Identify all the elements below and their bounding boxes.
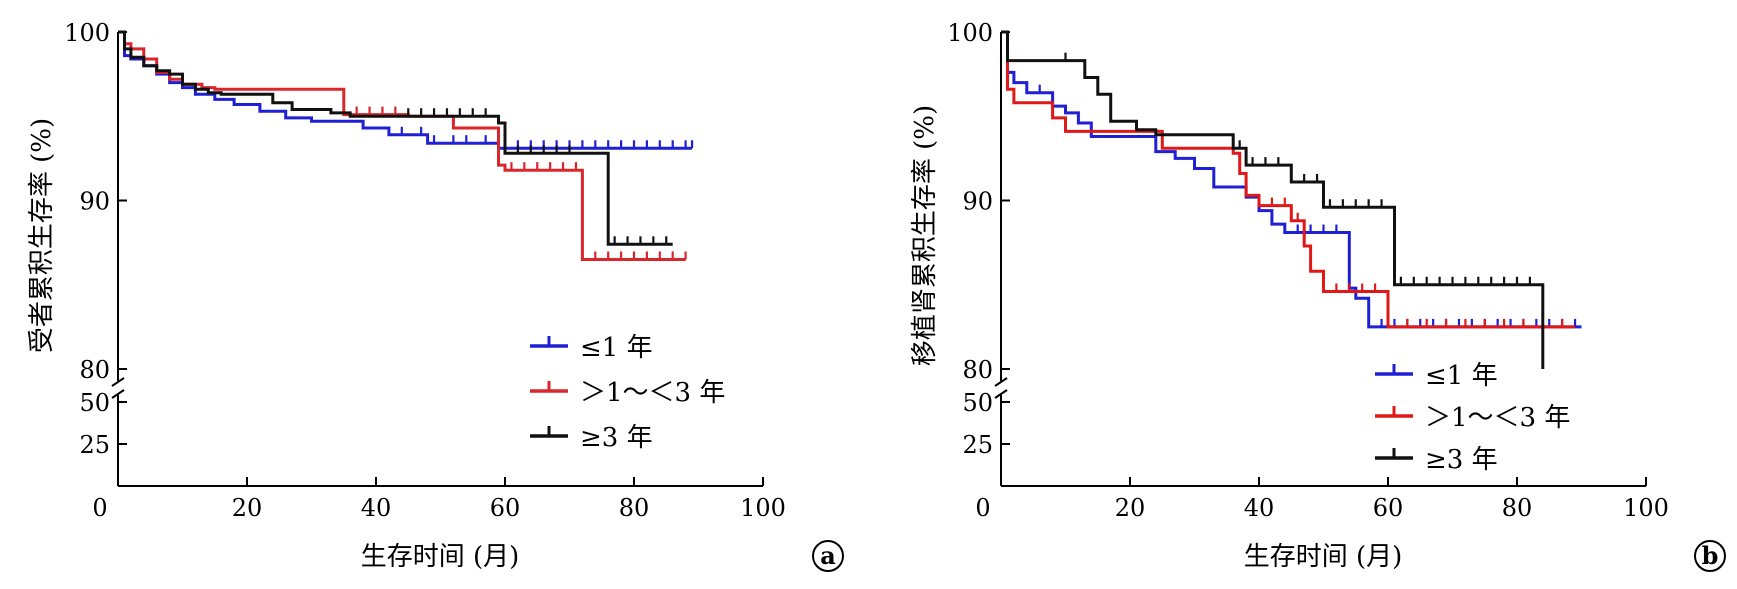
x-tick-label: 40 <box>1244 494 1275 522</box>
x-tick-label: 80 <box>619 494 650 522</box>
x-tick-label: 60 <box>1373 494 1404 522</box>
y-tick-label: 80 <box>79 356 110 384</box>
y-axis-break-mark <box>111 389 125 399</box>
panel-tag-label: a <box>820 541 836 570</box>
series-2: ≥3 年 <box>1001 30 1545 475</box>
survival-curve-1 <box>118 30 686 261</box>
legend-label: ＞1～＜3 年 <box>580 378 725 408</box>
survival-curve-2 <box>118 30 673 246</box>
x-tick-label: 20 <box>1115 494 1146 522</box>
x-tick-label: 0 <box>92 494 107 522</box>
series-1: ＞1～＜3 年 <box>118 30 725 408</box>
y-axis-title: 受者累积生存率 (%) <box>27 118 57 353</box>
panel-tag-circle <box>812 540 844 572</box>
x-tick-label: 80 <box>1502 494 1533 522</box>
y-tick-label: 100 <box>947 19 993 47</box>
y-axis-title: 移植肾累积生存率 (%) <box>910 105 940 366</box>
y-tick-label: 25 <box>962 431 993 459</box>
panel-b: 80 90 100 25 50 0 20 40 60 80 100 生存时间 (月) 移植肾累积生存率 … <box>910 19 1726 572</box>
y-axis-break-mark <box>111 377 125 387</box>
legend-label: ＞1～＜3 年 <box>1425 403 1570 433</box>
survival-curve-0 <box>1001 30 1582 329</box>
x-tick-label: 20 <box>232 494 263 522</box>
x-axis-title: 生存时间 (月) <box>361 542 520 572</box>
series-2: ≥3 年 <box>118 30 673 453</box>
legend-label: ≤1 年 <box>580 333 653 363</box>
panel-tag-label: b <box>1702 541 1719 570</box>
y-tick-label: 80 <box>962 356 993 384</box>
x-tick-label: 40 <box>361 494 392 522</box>
y-axis-break-mark <box>994 377 1008 387</box>
y-tick-label: 25 <box>79 431 110 459</box>
x-tick-label: 0 <box>975 494 990 522</box>
y-tick-label: 100 <box>64 19 110 47</box>
y-axis-break-mark <box>994 389 1008 399</box>
x-tick-label: 100 <box>1623 494 1669 522</box>
panel-a: 80 90 100 25 50 0 20 40 60 80 100 生存时间 (月) 受者累积生存率 (… <box>27 19 844 572</box>
y-tick-label: 50 <box>79 389 110 417</box>
legend-label: ≥3 年 <box>1425 445 1498 475</box>
y-tick-label: 90 <box>962 188 993 216</box>
legend-label: ≥3 年 <box>580 423 653 453</box>
x-axis-title: 生存时间 (月) <box>1244 542 1403 572</box>
series-0: ≤1 年 <box>1001 30 1582 391</box>
survival-curve-2 <box>1001 30 1545 369</box>
panel-tag-circle <box>1694 540 1726 572</box>
y-tick-label: 50 <box>962 389 993 417</box>
x-tick-label: 60 <box>490 494 521 522</box>
y-tick-label: 90 <box>79 188 110 216</box>
legend-label: ≤1 年 <box>1425 361 1498 391</box>
x-tick-label: 100 <box>740 494 786 522</box>
